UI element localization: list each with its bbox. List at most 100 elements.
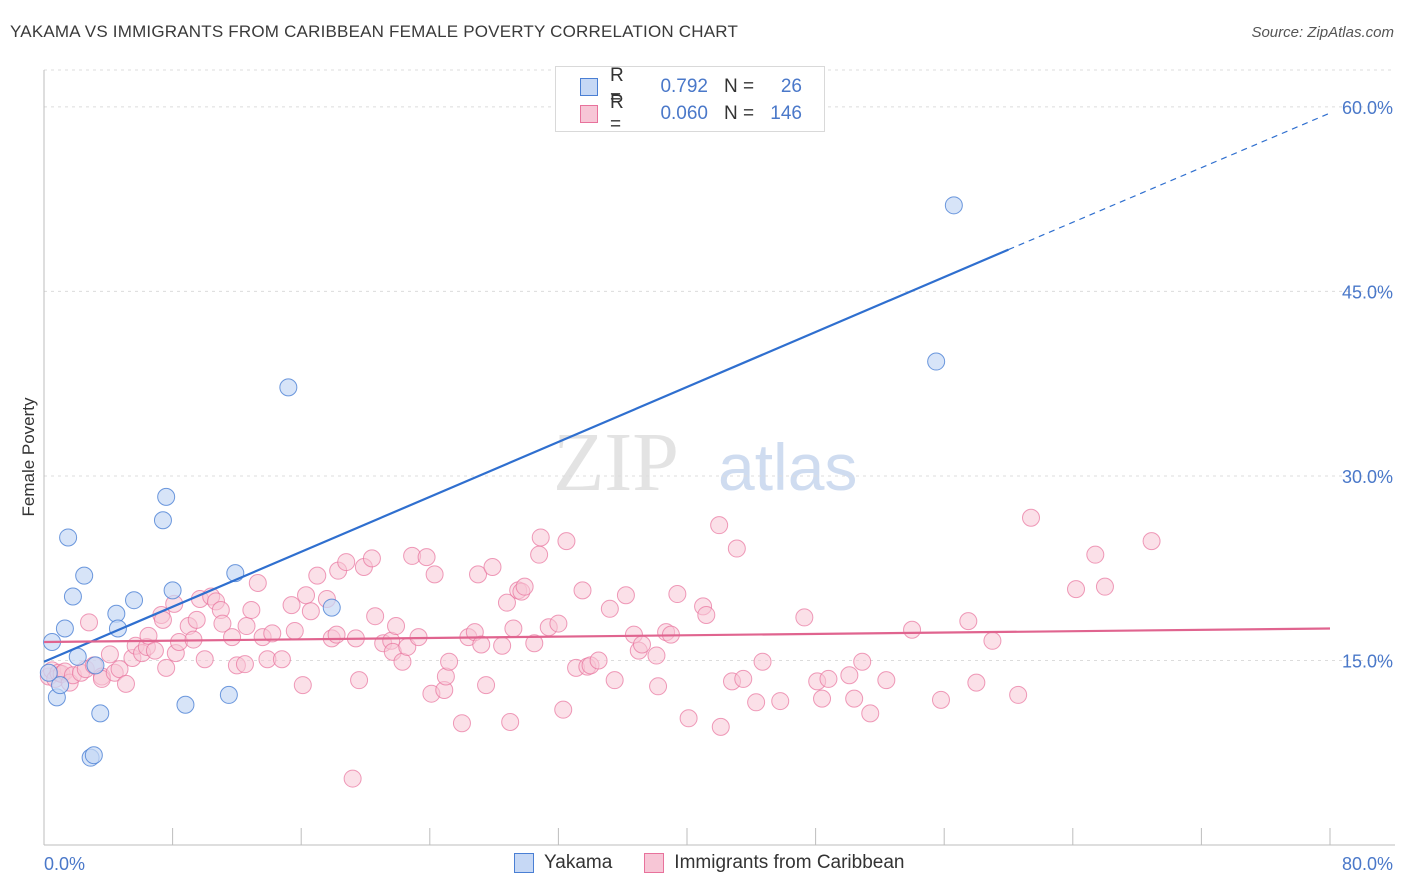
caribbean-point [605, 671, 624, 690]
caribbean-point [116, 674, 135, 693]
caribbean-point [616, 586, 635, 605]
y-tick-label: 60.0% [1342, 98, 1393, 118]
correlation-legend: R = 0.792 N = 26 R = 0.060 N = 146 [555, 65, 825, 135]
caribbean-point [679, 709, 698, 728]
caribbean-point [501, 712, 520, 731]
caribbean-point [213, 614, 232, 633]
legend-row-caribbean: R = 0.060 N = 146 [580, 92, 802, 135]
caribbean-point [903, 620, 922, 639]
caribbean-point [469, 565, 488, 584]
caribbean-point [531, 528, 550, 547]
caribbean-point [647, 646, 666, 665]
caribbean-point [195, 650, 214, 669]
caribbean-point [771, 692, 790, 711]
legend-item-caribbean: Immigrants from Caribbean [644, 852, 905, 874]
legend-n-label: N = [724, 76, 755, 97]
axes [43, 70, 1395, 846]
caribbean-point [753, 652, 772, 671]
caribbean-point [440, 652, 459, 671]
yakama-point [125, 591, 144, 610]
caribbean-point [697, 605, 716, 624]
yakama-point [279, 378, 298, 397]
legend-swatch-caribbean [644, 853, 665, 873]
caribbean-point [263, 624, 282, 643]
caribbean-point [235, 655, 254, 674]
caribbean-point [80, 613, 99, 632]
chart-title: YAKAMA VS IMMIGRANTS FROM CARIBBEAN FEMA… [10, 22, 739, 41]
yakama-point [75, 566, 94, 585]
x-tick-label: 80.0% [1342, 854, 1393, 874]
caribbean-point [1086, 545, 1105, 564]
caribbean-point [710, 516, 729, 535]
legend-n-value: 26 [780, 76, 802, 97]
caribbean-trendline [43, 627, 1331, 644]
caribbean-point [530, 545, 549, 564]
yakama-point [176, 695, 195, 714]
legend-r-label: R = [610, 92, 624, 135]
caribbean-point [343, 769, 362, 788]
caribbean-point [747, 693, 766, 712]
caribbean-point [436, 667, 455, 686]
legend-item-yakama: Yakama [514, 852, 612, 874]
watermark-zip: ZIP [553, 416, 679, 509]
caribbean-point [308, 566, 327, 585]
y-tick-label: 45.0% [1342, 282, 1393, 302]
caribbean-point [1095, 577, 1114, 596]
caribbean-point [853, 652, 872, 671]
caribbean-point [223, 628, 242, 647]
caribbean-point [497, 593, 516, 612]
caribbean-point [157, 658, 176, 677]
yakama-point [39, 663, 58, 682]
caribbean-point [477, 676, 496, 695]
caribbean-point [959, 612, 978, 631]
yakama-point [322, 598, 341, 617]
caribbean-point [795, 608, 814, 627]
y-tick-labels: 15.0% 30.0% 45.0% 60.0% [1342, 98, 1393, 672]
caribbean-point [711, 717, 730, 736]
series-caribbean-points [39, 508, 1161, 788]
caribbean-point [668, 585, 687, 604]
y-axis-label: Female Poverty [19, 397, 38, 517]
caribbean-point [327, 625, 346, 644]
caribbean-point [525, 634, 544, 653]
caribbean-point [301, 602, 320, 621]
caribbean-point [1142, 532, 1161, 551]
x-tick-label: 0.0% [44, 854, 85, 874]
x-tick-labels: 0.0% 80.0% [44, 854, 1393, 874]
caribbean-point [425, 565, 444, 584]
watermark-atlas: atlas [718, 430, 857, 504]
y-tick-label: 30.0% [1342, 467, 1393, 487]
legend-swatch-caribbean [580, 105, 598, 123]
caribbean-point [573, 581, 592, 600]
legend-r-value: 0.792 [660, 76, 708, 97]
caribbean-point [1022, 508, 1041, 527]
caribbean-point [967, 673, 986, 692]
caribbean-point [366, 607, 385, 626]
caribbean-point [557, 532, 576, 551]
caribbean-point [813, 689, 832, 708]
yakama-trendline [43, 248, 1009, 663]
yakama-point [163, 581, 182, 600]
caribbean-point [483, 557, 502, 576]
caribbean-point [297, 586, 316, 605]
yakama-point [84, 746, 103, 765]
yakama-point [219, 685, 238, 704]
caribbean-point [237, 617, 256, 636]
yakama-point [51, 676, 70, 695]
caribbean-point [272, 650, 291, 669]
caribbean-point [840, 666, 859, 685]
caribbean-point [242, 601, 261, 620]
caribbean-point [493, 636, 512, 655]
caribbean-point [504, 619, 523, 638]
series-yakama-points [39, 196, 963, 767]
caribbean-point [589, 651, 608, 670]
caribbean-point [362, 549, 381, 568]
yakama-point [55, 619, 74, 638]
caribbean-point [632, 635, 651, 654]
caribbean-point [145, 641, 164, 660]
caribbean-point [734, 669, 753, 688]
yakama-point [153, 511, 172, 530]
caribbean-point [877, 671, 896, 690]
series-legend: Yakama Immigrants from Caribbean [514, 852, 937, 874]
